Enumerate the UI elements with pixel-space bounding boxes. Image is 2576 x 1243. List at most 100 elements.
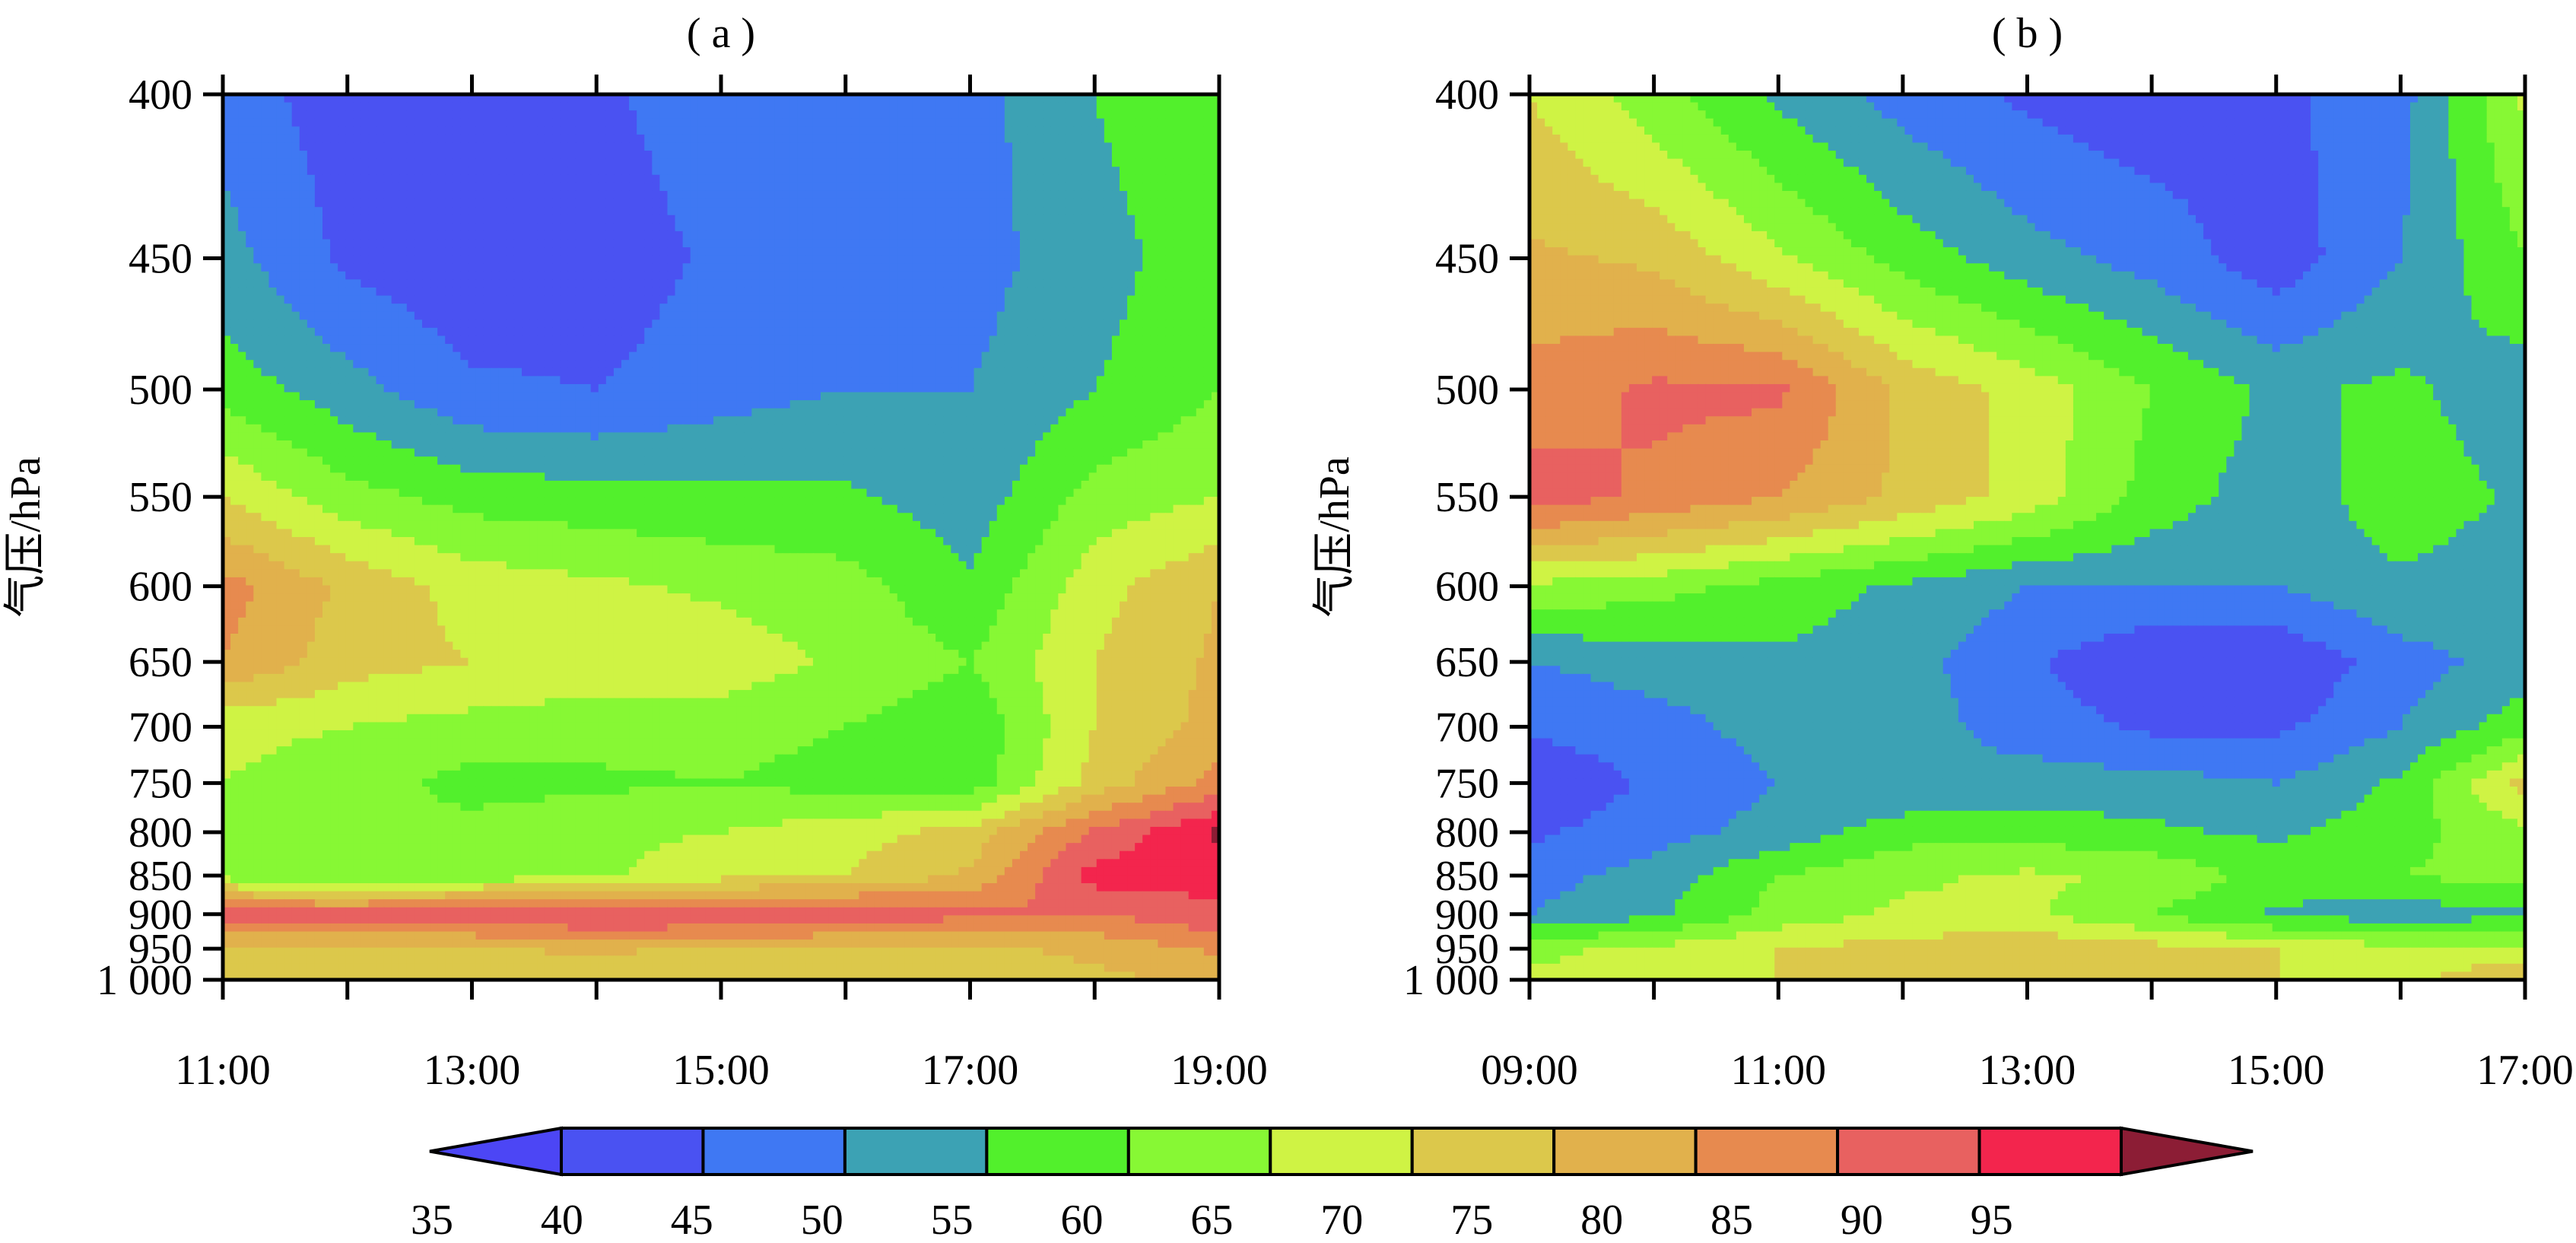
heatmap-cell xyxy=(729,287,737,297)
heatmap-cell xyxy=(268,263,278,272)
heatmap-cell xyxy=(828,327,837,337)
heatmap-cell xyxy=(1073,167,1082,176)
heatmap-cell xyxy=(1150,183,1158,192)
heatmap-cell xyxy=(951,174,959,183)
heatmap-cell xyxy=(552,158,561,167)
heatmap-cell xyxy=(713,190,722,200)
heatmap-cell xyxy=(545,207,553,216)
heatmap-cell xyxy=(637,142,645,151)
heatmap-cell xyxy=(460,335,469,345)
heatmap-cell xyxy=(629,287,637,297)
heatmap-cell xyxy=(889,271,898,280)
heatmap-cell xyxy=(682,311,691,320)
heatmap-cell xyxy=(506,279,515,288)
heatmap-cell xyxy=(805,158,814,167)
heatmap-cell xyxy=(299,383,308,393)
heatmap-cell xyxy=(1104,327,1113,337)
heatmap-cell xyxy=(935,94,944,103)
heatmap-cell xyxy=(1211,344,1220,353)
heatmap-cell xyxy=(1088,158,1097,167)
heatmap-cell xyxy=(713,255,722,264)
heatmap-cell xyxy=(1043,376,1051,385)
heatmap-cell xyxy=(782,360,791,369)
heatmap-cell xyxy=(376,263,385,272)
heatmap-cell xyxy=(468,311,477,320)
heatmap-cell xyxy=(567,255,577,264)
heatmap-cell xyxy=(238,183,246,192)
heatmap-cell xyxy=(391,134,400,144)
heatmap-cell xyxy=(744,392,752,401)
heatmap-cell xyxy=(338,271,346,280)
heatmap-cell xyxy=(1066,110,1075,119)
heatmap-cell xyxy=(851,344,859,353)
heatmap-cell xyxy=(682,134,691,144)
heatmap-cell xyxy=(1058,319,1067,329)
heatmap-cell xyxy=(981,102,990,111)
heatmap-cell xyxy=(246,344,254,353)
heatmap-cell xyxy=(974,327,983,337)
heatmap-cell xyxy=(1073,344,1082,353)
heatmap-cell xyxy=(889,351,898,361)
heatmap-cell xyxy=(659,295,669,304)
heatmap-cell xyxy=(498,319,507,329)
heatmap-cell xyxy=(1173,223,1182,232)
heatmap-cell xyxy=(1211,94,1220,103)
heatmap-cell xyxy=(974,167,983,176)
heatmap-cell xyxy=(881,271,891,280)
heatmap-cell xyxy=(314,376,323,385)
heatmap-cell xyxy=(1035,215,1043,224)
heatmap-cell xyxy=(1104,118,1113,127)
heatmap-cell xyxy=(284,335,293,345)
heatmap-cell xyxy=(774,118,783,127)
heatmap-cell xyxy=(690,174,699,183)
heatmap-cell xyxy=(513,134,523,144)
heatmap-cell xyxy=(1058,215,1067,224)
heatmap-cell xyxy=(330,344,338,353)
heatmap-cell xyxy=(1004,304,1013,313)
heatmap-cell xyxy=(261,376,270,385)
heatmap-cell xyxy=(307,400,316,409)
heatmap-cell xyxy=(828,279,837,288)
heatmap-cell xyxy=(851,247,859,256)
heatmap-cell xyxy=(453,383,461,393)
heatmap-cell xyxy=(246,142,254,151)
heatmap-cell xyxy=(437,215,446,224)
heatmap-cell xyxy=(583,319,592,329)
heatmap-cell xyxy=(782,167,791,176)
heatmap-cell xyxy=(345,304,354,313)
heatmap-cell xyxy=(1020,183,1028,192)
heatmap-cell xyxy=(797,102,806,111)
heatmap-cell xyxy=(675,344,684,353)
heatmap-cell xyxy=(821,215,829,224)
heatmap-cell xyxy=(545,215,553,224)
heatmap-cell xyxy=(253,344,262,353)
heatmap-cell xyxy=(314,319,323,329)
heatmap-cell xyxy=(797,118,806,127)
heatmap-cell xyxy=(721,263,729,272)
heatmap-cell xyxy=(261,287,270,297)
heatmap-cell xyxy=(966,255,975,264)
heatmap-cell xyxy=(966,247,975,256)
heatmap-cell xyxy=(506,167,515,176)
heatmap-cell xyxy=(652,215,660,224)
heatmap-cell xyxy=(828,255,837,264)
heatmap-cell xyxy=(675,255,684,264)
heatmap-cell xyxy=(445,295,453,304)
heatmap-cell xyxy=(383,335,392,345)
heatmap-cell xyxy=(268,344,278,353)
heatmap-cell xyxy=(475,126,484,135)
heatmap-cell xyxy=(904,158,913,167)
heatmap-cell xyxy=(1135,190,1143,200)
heatmap-cell xyxy=(567,102,577,111)
heatmap-cell xyxy=(513,118,523,127)
heatmap-cell xyxy=(767,367,776,377)
heatmap-cell xyxy=(498,327,507,337)
heatmap-cell xyxy=(345,335,354,345)
heatmap-cell xyxy=(729,344,737,353)
heatmap-cell xyxy=(744,126,752,135)
heatmap-cell xyxy=(874,327,883,337)
heatmap-cell xyxy=(621,190,630,200)
heatmap-cell xyxy=(751,367,760,377)
heatmap-cell xyxy=(598,183,607,192)
heatmap-cell xyxy=(1028,158,1036,167)
